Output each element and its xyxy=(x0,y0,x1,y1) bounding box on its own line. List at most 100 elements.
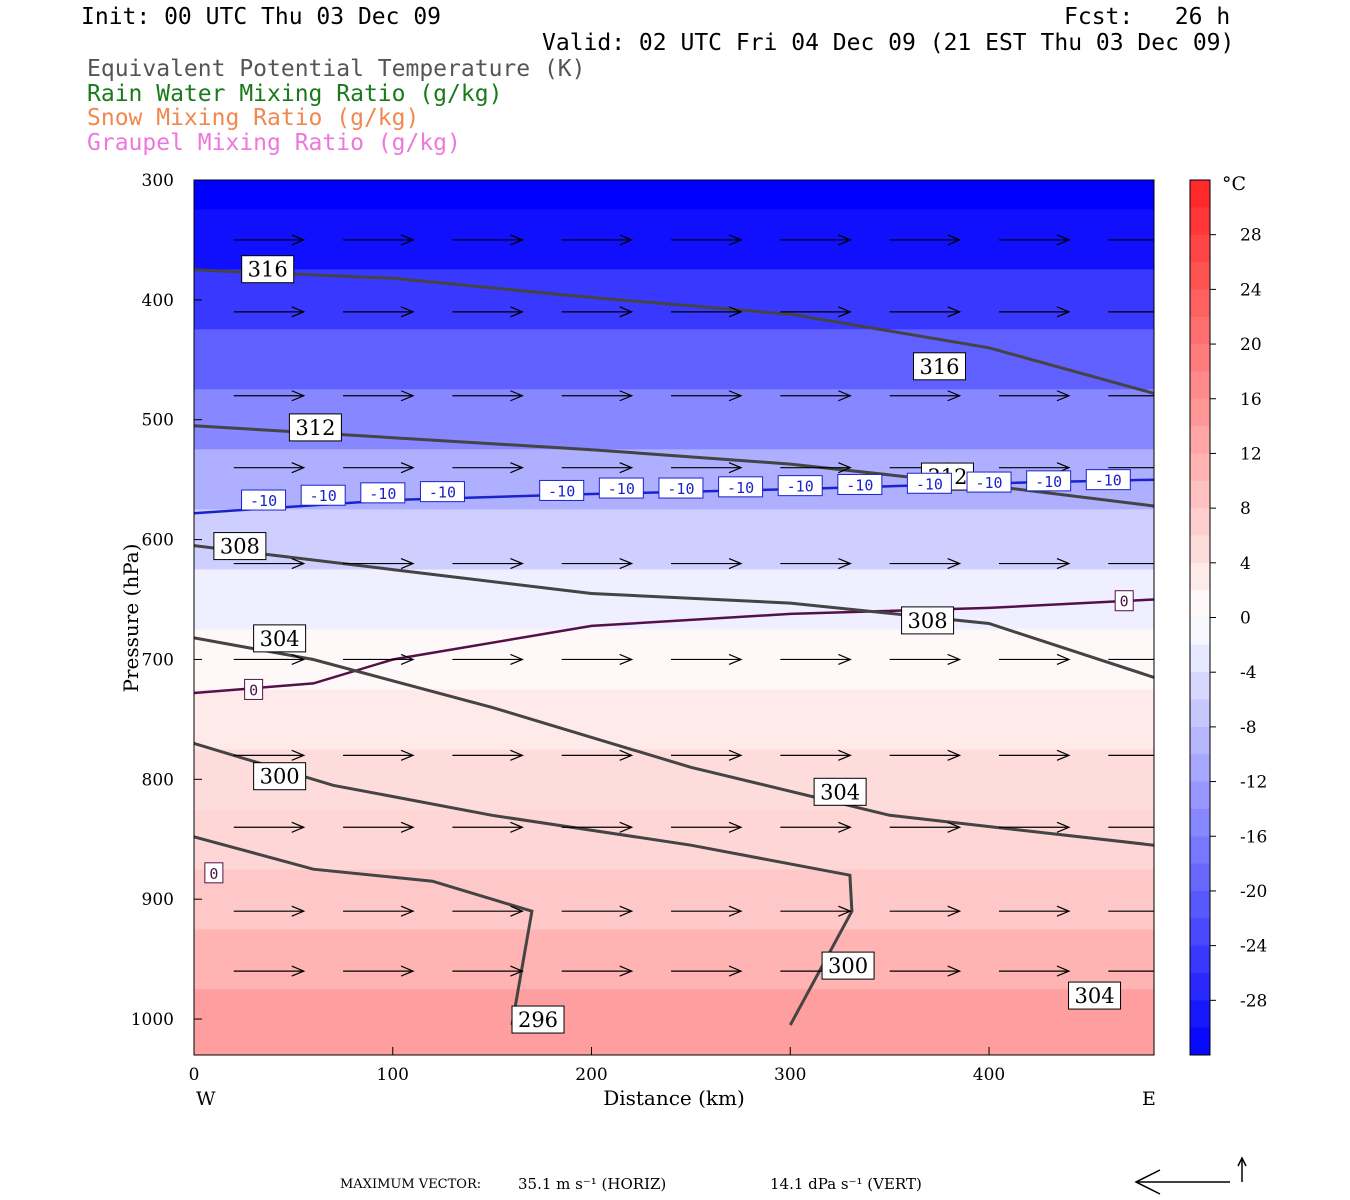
colorbar-segment xyxy=(1190,754,1210,783)
isotherm-label: 0 xyxy=(1120,593,1129,611)
isotherm-label-box xyxy=(300,484,346,506)
theta-e-contour xyxy=(194,424,1154,508)
theta-e-label: 304 xyxy=(1074,984,1114,1008)
wind-arrowhead xyxy=(400,390,415,402)
isotherm-label: -10 xyxy=(787,478,814,496)
wind-arrowhead xyxy=(510,234,524,246)
wind-arrowhead xyxy=(1056,558,1071,570)
colorbar-tick-label: 8 xyxy=(1240,499,1251,519)
wind-arrowhead xyxy=(1166,235,1178,245)
colorbar-tick-label: -20 xyxy=(1240,882,1267,902)
wind-arrowhead xyxy=(619,306,634,318)
wind-arrowhead xyxy=(1056,749,1071,761)
wind-arrowhead xyxy=(1056,965,1071,977)
y-tick-label: 900 xyxy=(142,890,174,910)
colorbar-segment xyxy=(1190,699,1210,728)
max-vector-arrow xyxy=(1134,1156,1247,1195)
wind-arrowhead xyxy=(291,965,306,977)
theta-e-label: 300 xyxy=(260,765,300,789)
wind-arrowhead xyxy=(728,306,743,318)
y-tick-label: 1000 xyxy=(131,1010,174,1030)
colorbar-unit: °C xyxy=(1222,173,1246,195)
y-tick-label: 500 xyxy=(142,411,174,431)
isotherm-label: -10 xyxy=(1095,472,1122,490)
colorbar-segment xyxy=(1190,945,1210,974)
wind-arrowhead xyxy=(619,462,634,474)
colorbar-segment xyxy=(1190,617,1210,646)
wind-arrowhead xyxy=(291,749,306,761)
isotherm-label: 0 xyxy=(249,681,258,699)
wind-arrowhead xyxy=(400,821,415,833)
isotherm-label: -10 xyxy=(727,479,754,497)
colorbar-tick-label: -24 xyxy=(1240,937,1267,957)
isotherm-label-box xyxy=(718,476,764,498)
colorbar-tick-label: -16 xyxy=(1240,827,1267,847)
isotherm-label-box xyxy=(966,471,1012,493)
wind-arrowhead xyxy=(400,558,415,570)
colorbar-segment xyxy=(1190,863,1210,892)
isotherm-label: -10 xyxy=(916,475,943,493)
theta-e-label-box xyxy=(213,532,267,561)
isotherm-label-box xyxy=(1085,469,1131,491)
wind-arrowhead xyxy=(291,306,306,318)
wind-arrowhead xyxy=(1056,234,1071,246)
isotherm-label-box xyxy=(360,482,406,504)
colorbar-segment xyxy=(1190,371,1210,400)
colorbar-segment xyxy=(1190,234,1210,263)
legend-snow: Snow Mixing Ratio (g/kg) xyxy=(87,105,420,131)
temperature-band xyxy=(194,749,1154,810)
temperature-band xyxy=(194,569,1154,630)
temperature-band xyxy=(194,180,1154,210)
theta-e-label: 316 xyxy=(248,258,288,282)
wind-arrowhead xyxy=(619,234,634,246)
wind-arrowhead xyxy=(1166,654,1178,664)
wind-arrowhead xyxy=(838,234,852,246)
west-label: W xyxy=(196,1088,216,1110)
colorbar-segment xyxy=(1190,781,1210,810)
isotherm-label: -10 xyxy=(608,480,635,498)
isotherm-label: -10 xyxy=(846,476,873,494)
wind-arrowhead xyxy=(619,558,634,570)
temperature-band xyxy=(194,929,1154,990)
y-tick-label: 300 xyxy=(142,171,174,191)
wind-arrowhead xyxy=(838,306,852,318)
temperature-band xyxy=(194,509,1154,570)
theta-e-label-box xyxy=(511,1005,565,1034)
theta-e-label: 308 xyxy=(220,535,260,559)
isotherm-label: -10 xyxy=(369,485,396,503)
wind-arrowhead xyxy=(291,390,306,402)
wind-arrowhead xyxy=(1166,822,1178,832)
x-tick-label: 100 xyxy=(377,1065,409,1085)
wind-arrowhead xyxy=(728,653,743,666)
wind-arrowhead xyxy=(619,905,634,917)
colorbar-segment xyxy=(1190,316,1210,345)
wind-arrowhead xyxy=(728,390,743,402)
isotherm-label-box xyxy=(598,477,644,499)
isotherm-label: -10 xyxy=(667,480,694,498)
wind-arrowhead xyxy=(291,558,306,570)
colorbar-segment xyxy=(1190,426,1210,454)
wind-arrowhead xyxy=(728,905,743,917)
theta-e-label-box xyxy=(241,255,295,284)
wind-arrowhead xyxy=(510,558,524,570)
wind-arrowhead xyxy=(400,965,415,977)
wind-arrowhead xyxy=(619,390,634,402)
wind-arrowhead xyxy=(947,965,962,977)
y-tick-label: 700 xyxy=(142,650,174,670)
forecast-hour: Fcst: 26 h xyxy=(1064,4,1231,30)
x-tick-label: 300 xyxy=(774,1065,806,1085)
colorbar-segment xyxy=(1190,562,1210,591)
wind-arrowhead xyxy=(291,821,306,833)
colorbar-segment xyxy=(1190,508,1210,536)
wind-arrowhead xyxy=(510,965,524,977)
isotherm-label: -10 xyxy=(1035,473,1062,491)
colorbar-segment xyxy=(1190,918,1210,947)
wind-arrowhead xyxy=(1056,653,1071,666)
wind-arrowhead xyxy=(291,905,306,917)
colorbar-segment xyxy=(1190,262,1210,290)
temperature-band xyxy=(194,689,1154,750)
colorbar-tick-label: -12 xyxy=(1240,773,1267,793)
isotherm-label-box xyxy=(837,473,883,495)
theta-e-contour xyxy=(194,835,534,1026)
wind-arrowhead xyxy=(510,905,524,917)
